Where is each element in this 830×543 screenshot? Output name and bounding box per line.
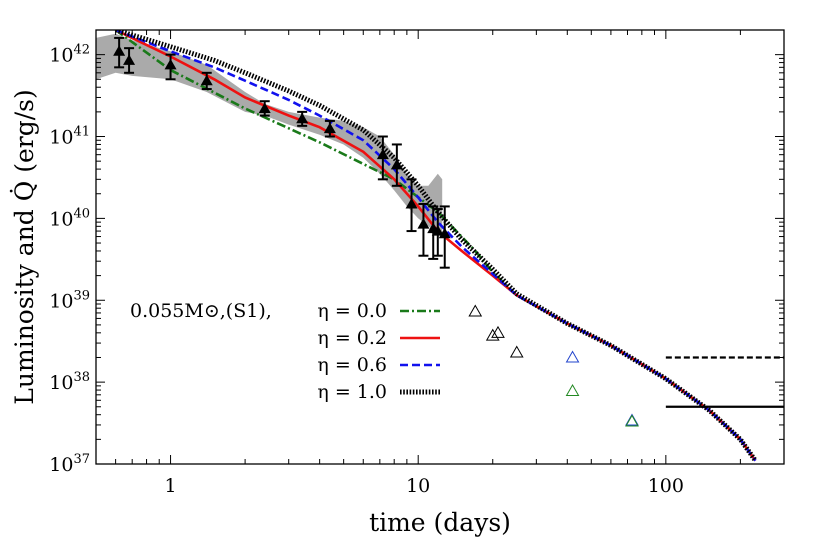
- x-tick-label-1: 10: [406, 475, 430, 497]
- observation-marker-0: [113, 45, 126, 56]
- observation-marker-2: [164, 58, 177, 70]
- open-triangle-marker-6: [625, 413, 639, 426]
- series-line-eta-1: [115, 30, 757, 462]
- x-tick-label-2: 100: [648, 475, 684, 497]
- legend-prefix: 0.055M⊙,(S1),: [130, 300, 272, 322]
- observation-marker-3: [200, 74, 213, 86]
- legend-label-2: η = 0.6: [317, 354, 387, 376]
- observation-marker-6: [323, 122, 336, 134]
- y-tick-label-1: 1038: [49, 370, 90, 394]
- observation-marker-5: [296, 112, 309, 124]
- legend-label-1: η = 0.2: [317, 327, 387, 349]
- plot-frame: [95, 29, 785, 465]
- y-tick-label-0: 1037: [49, 452, 90, 476]
- open-triangle-marker-3: [509, 345, 524, 358]
- observation-marker-8: [390, 158, 403, 170]
- observation-marker-7: [376, 148, 389, 160]
- legend-label-3: η = 1.0: [317, 381, 387, 403]
- observation-marker-12: [431, 225, 444, 236]
- uncertainty-band: [96, 33, 443, 237]
- y-axis-label: Luminosity and Q̇ (erg/s): [10, 89, 39, 404]
- observation-marker-1: [123, 54, 136, 65]
- open-triangle-marker-4: [565, 350, 580, 363]
- x-axis-label: time (days): [369, 508, 511, 537]
- observation-marker-13: [438, 227, 451, 239]
- series-line-eta-2: [115, 30, 757, 462]
- y-tick-label-3: 1040: [49, 206, 90, 230]
- series-line-eta-3: [114, 30, 758, 463]
- x-tick-label-0: 1: [165, 475, 177, 497]
- open-triangle-marker-7: [625, 414, 639, 427]
- y-tick-label-5: 1042: [49, 43, 90, 67]
- observation-marker-9: [405, 197, 418, 209]
- open-triangle-marker-2: [491, 325, 505, 338]
- open-triangle-marker-5: [565, 383, 580, 396]
- open-triangle-marker-1: [485, 328, 500, 341]
- observation-marker-4: [258, 102, 271, 113]
- open-triangle-marker-0: [468, 304, 483, 317]
- series-line-eta-0: [114, 30, 757, 462]
- legend-label-0: η = 0.0: [317, 300, 387, 322]
- observation-marker-10: [417, 218, 430, 229]
- y-tick-label-2: 1039: [49, 288, 90, 312]
- y-tick-label-4: 1041: [49, 125, 90, 149]
